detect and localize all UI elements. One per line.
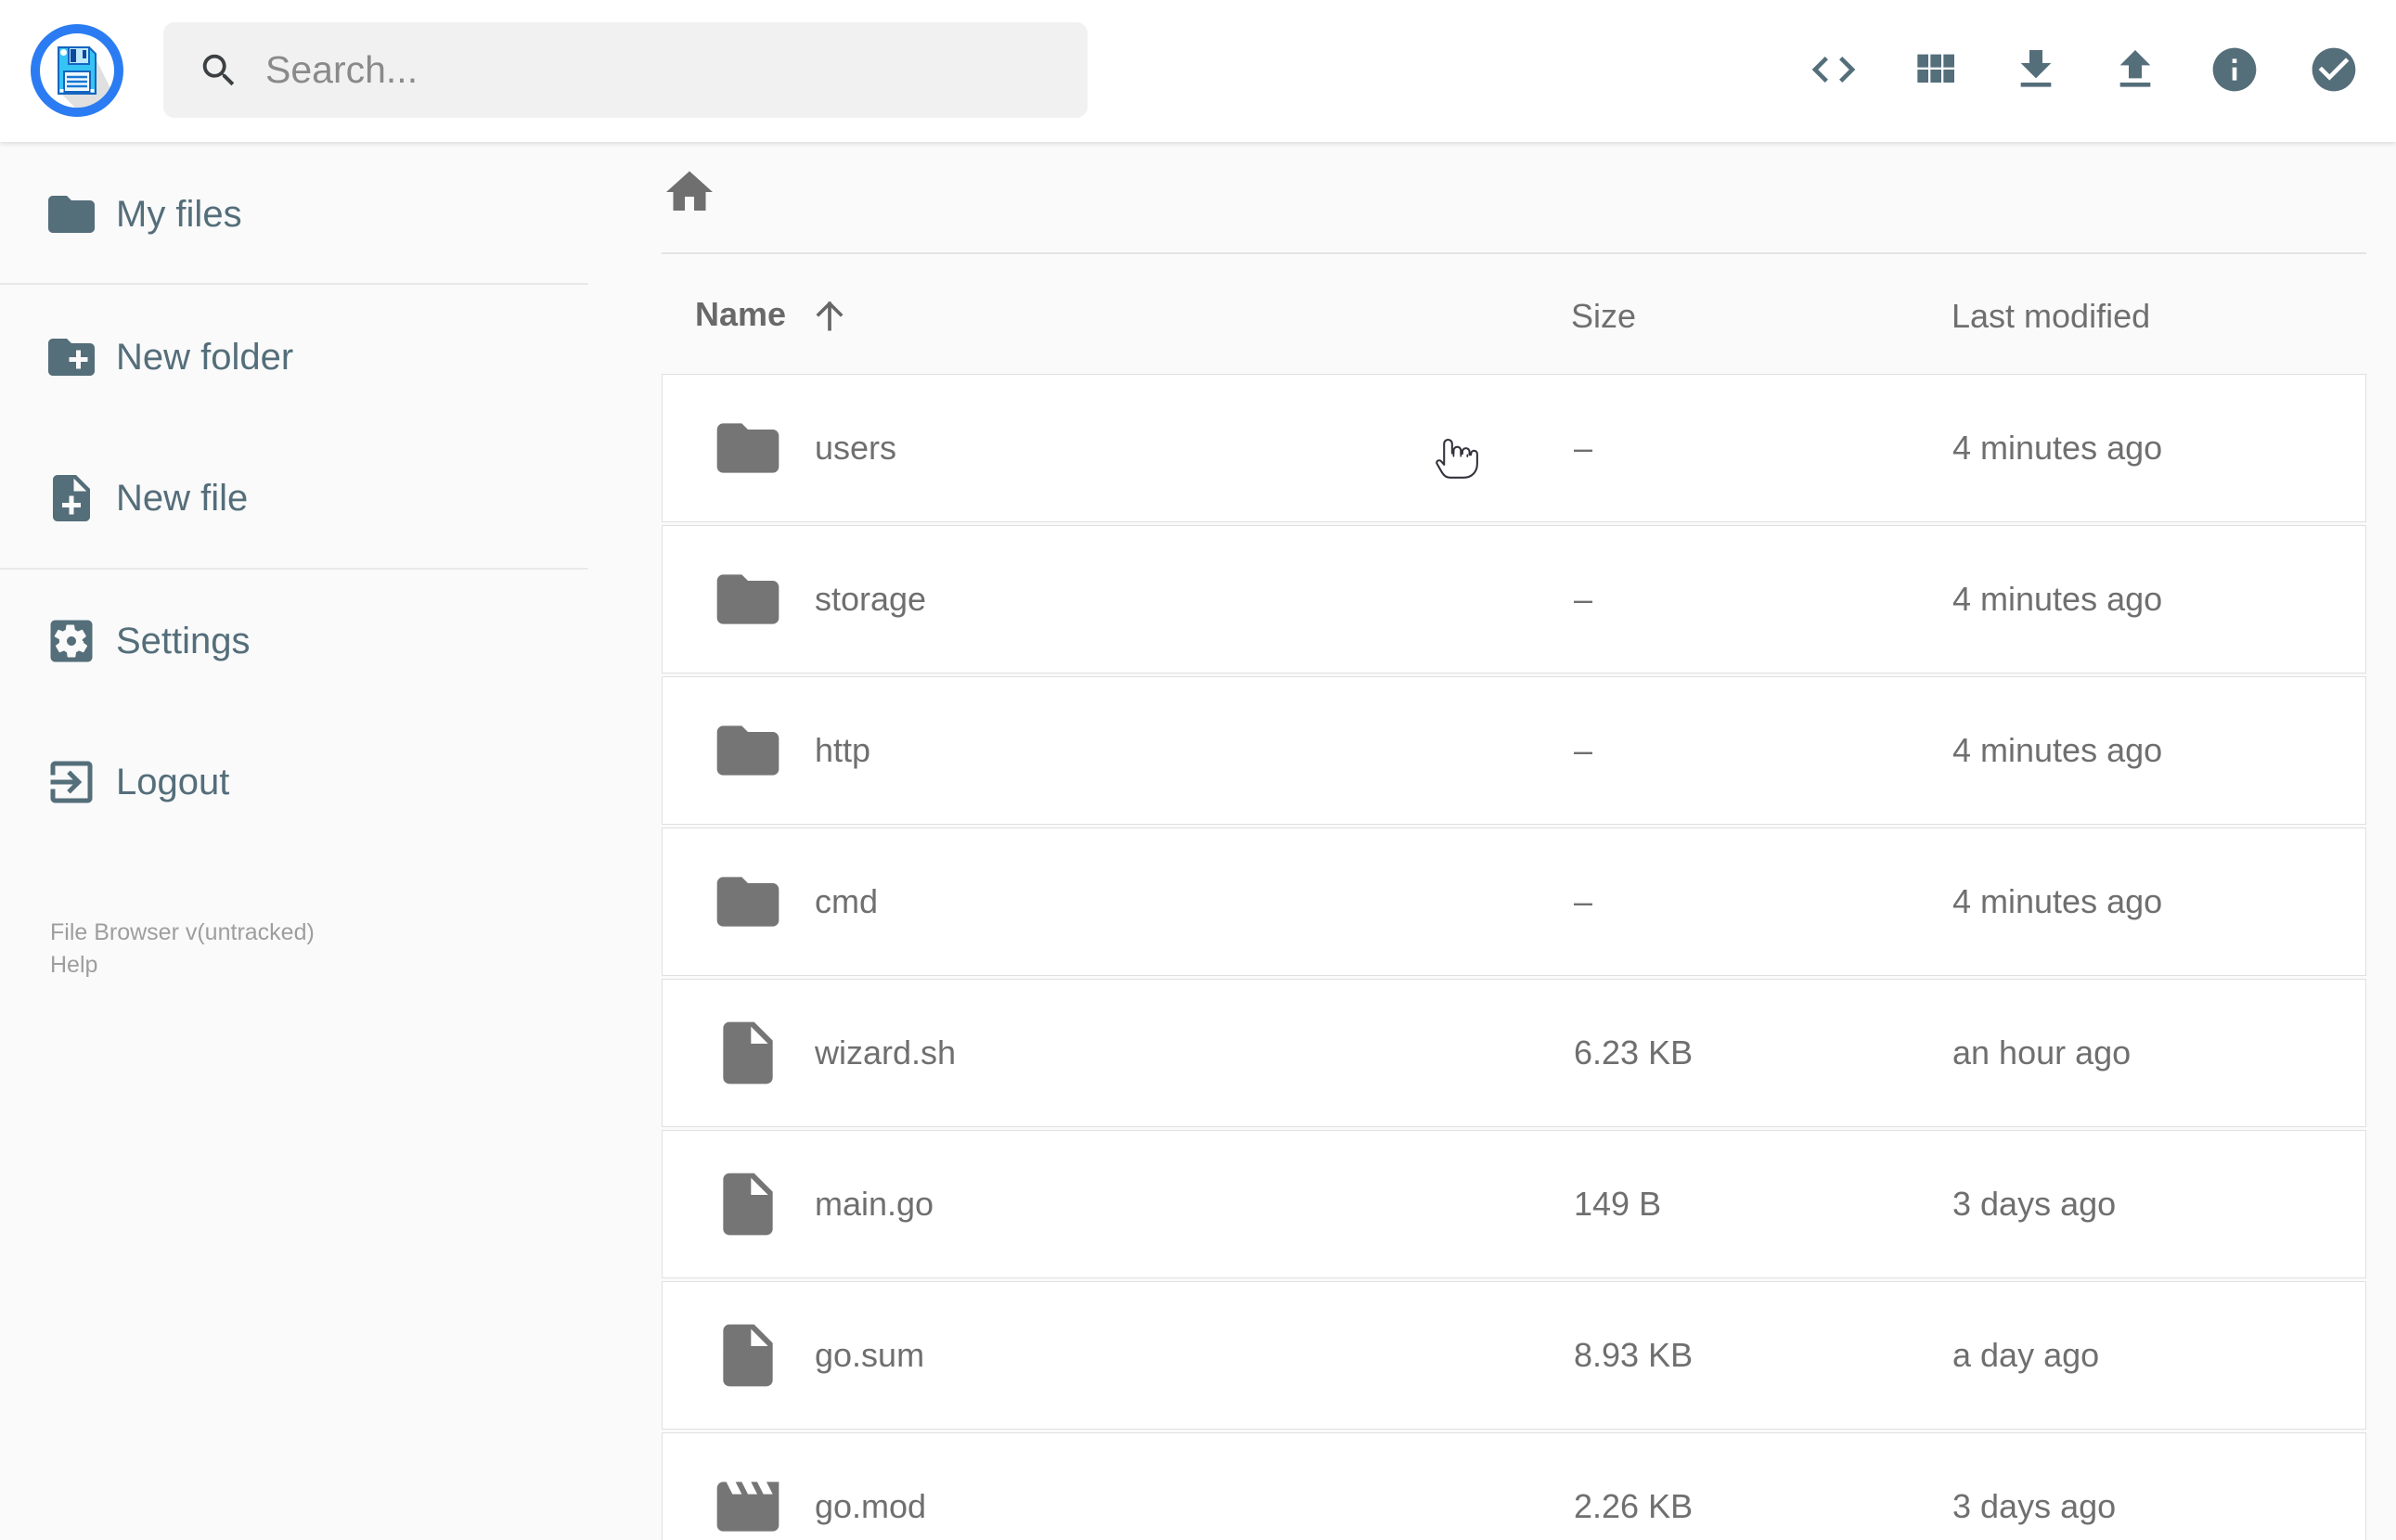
listing-row[interactable]: main.go 149 B 3 days ago xyxy=(662,1130,2366,1278)
sidebar-footer: File Browser v(untracked) Help xyxy=(50,917,315,982)
item-modified: 3 days ago xyxy=(1952,1185,2117,1223)
folder-icon xyxy=(711,411,785,485)
home-icon xyxy=(662,164,717,220)
search-bar[interactable] xyxy=(163,22,1088,118)
file-listing: users – 4 minutes ago storage – 4 minute… xyxy=(662,374,2366,1540)
grid-view-icon xyxy=(1909,44,1961,96)
shell-toggle-button[interactable] xyxy=(1806,42,1861,97)
folder-icon xyxy=(711,865,785,939)
item-size: 149 B xyxy=(1574,1185,1662,1223)
help-link[interactable]: Help xyxy=(50,952,98,978)
listing-row[interactable]: wizard.sh 6.23 KB an hour ago xyxy=(662,979,2366,1127)
listing-row[interactable]: http – 4 minutes ago xyxy=(662,676,2366,825)
file-icon xyxy=(711,1016,785,1090)
item-modified: 4 minutes ago xyxy=(1952,429,2163,467)
sidebar-item-new-folder[interactable]: New folder xyxy=(0,317,588,397)
movie-file-icon xyxy=(711,1469,785,1540)
code-icon xyxy=(1808,44,1860,96)
logout-icon xyxy=(44,754,99,810)
item-modified: an hour ago xyxy=(1952,1033,2132,1072)
upload-icon xyxy=(2109,44,2161,96)
upload-button[interactable] xyxy=(2107,42,2163,97)
search-input[interactable] xyxy=(265,48,1045,92)
column-header-modified[interactable]: Last modified xyxy=(1952,297,2151,335)
sidebar-item-settings[interactable]: Settings xyxy=(0,601,588,681)
sidebar-item-label: My files xyxy=(116,193,242,235)
item-size: 8.93 KB xyxy=(1574,1336,1694,1374)
folder-icon xyxy=(711,562,785,636)
item-name: wizard.sh xyxy=(815,1033,957,1072)
download-icon xyxy=(2010,44,2062,96)
item-size: – xyxy=(1574,882,1593,920)
sidebar-item-my-files[interactable]: My files xyxy=(0,174,588,254)
sidebar-item-new-file[interactable]: New file xyxy=(0,458,588,538)
item-size: – xyxy=(1574,429,1593,467)
settings-icon xyxy=(44,613,99,669)
item-size: 6.23 KB xyxy=(1574,1033,1694,1072)
check-circle-icon xyxy=(2308,44,2360,96)
sidebar-item-label: New folder xyxy=(116,336,294,378)
sidebar-item-label: Settings xyxy=(116,620,251,661)
breadcrumb-home-button[interactable] xyxy=(662,164,717,220)
item-name: go.sum xyxy=(815,1336,925,1374)
listing-row[interactable]: go.mod 2.26 KB 3 days ago xyxy=(662,1432,2366,1540)
file-icon xyxy=(711,1167,785,1241)
app-logo[interactable] xyxy=(30,23,124,118)
header xyxy=(0,0,2396,142)
item-name: main.go xyxy=(815,1185,934,1223)
item-size: – xyxy=(1574,731,1593,769)
sidebar-item-label: Logout xyxy=(116,761,230,802)
folder-icon xyxy=(44,186,99,242)
listing-row[interactable]: storage – 4 minutes ago xyxy=(662,525,2366,674)
item-name: storage xyxy=(815,580,927,618)
listing-row[interactable]: cmd – 4 minutes ago xyxy=(662,828,2366,976)
file-icon xyxy=(711,1318,785,1392)
item-modified: a day ago xyxy=(1952,1336,2100,1374)
divider xyxy=(0,283,588,285)
download-button[interactable] xyxy=(2008,42,2064,97)
item-modified: 3 days ago xyxy=(1952,1487,2117,1525)
divider xyxy=(662,252,2366,254)
item-size: – xyxy=(1574,580,1593,618)
item-name: http xyxy=(815,731,871,769)
folder-icon xyxy=(711,713,785,788)
item-modified: 4 minutes ago xyxy=(1952,882,2163,920)
item-size: 2.26 KB xyxy=(1574,1487,1694,1525)
listing-row[interactable]: users – 4 minutes ago xyxy=(662,374,2366,522)
listing-row[interactable]: go.sum 8.93 KB a day ago xyxy=(662,1281,2366,1430)
sidebar-item-label: New file xyxy=(116,477,249,519)
switch-view-button[interactable] xyxy=(1907,42,1963,97)
version-text: File Browser v(untracked) xyxy=(50,919,315,945)
divider xyxy=(0,568,588,570)
item-name: go.mod xyxy=(815,1487,927,1525)
info-icon xyxy=(2209,44,2261,96)
floppy-logo-icon xyxy=(31,24,123,117)
column-header-name[interactable]: Name xyxy=(695,295,787,333)
new-file-icon xyxy=(44,470,99,526)
create-new-folder-icon xyxy=(44,329,99,385)
sort-ascending-icon xyxy=(809,295,850,336)
select-multiple-button[interactable] xyxy=(2306,42,2362,97)
search-icon xyxy=(198,49,240,92)
item-modified: 4 minutes ago xyxy=(1952,731,2163,769)
item-name: cmd xyxy=(815,882,879,920)
item-modified: 4 minutes ago xyxy=(1952,580,2163,618)
item-name: users xyxy=(815,429,897,467)
info-button[interactable] xyxy=(2207,42,2262,97)
column-header-size[interactable]: Size xyxy=(1571,297,1637,335)
sidebar-item-logout[interactable]: Logout xyxy=(0,742,588,822)
